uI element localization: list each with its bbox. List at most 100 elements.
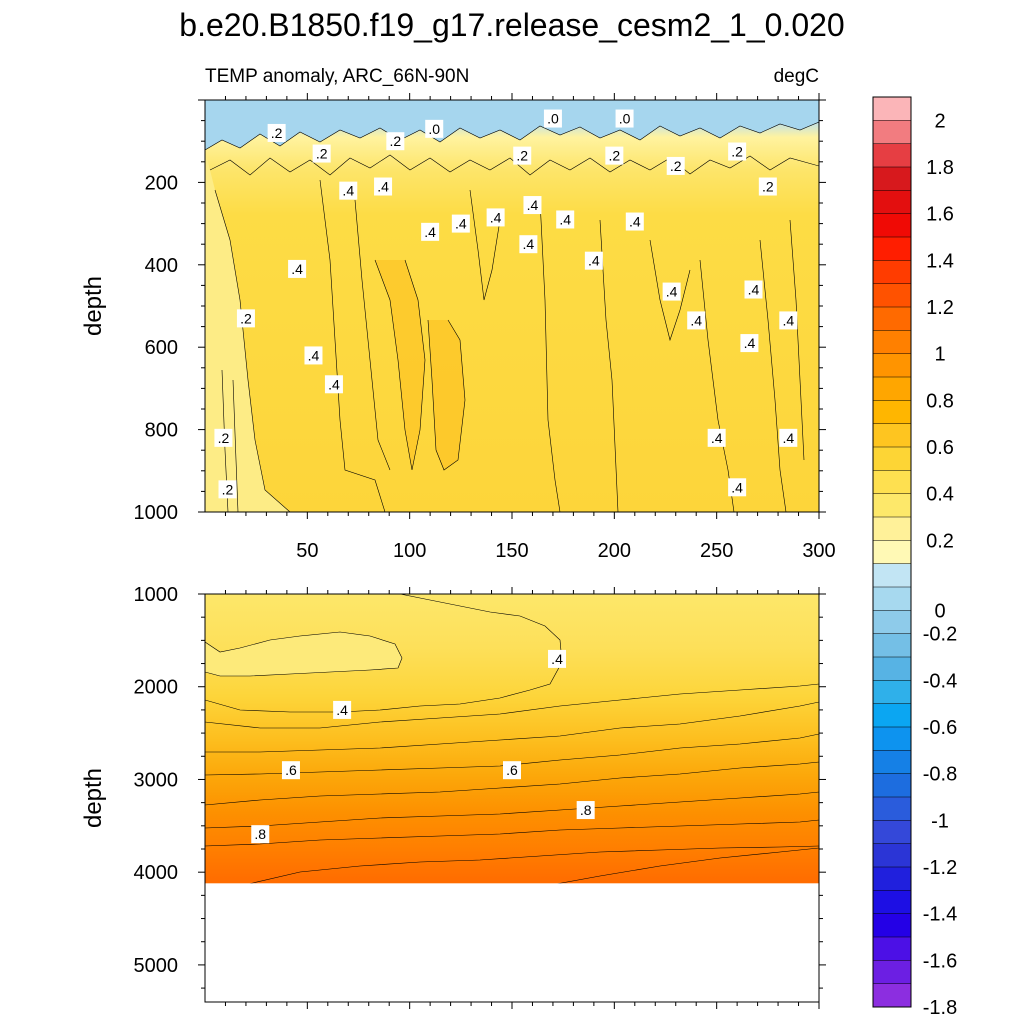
upper-contour-label: .4: [421, 222, 440, 241]
lower-y-tick-label: 4000: [134, 862, 179, 884]
colorbar-swatch: [873, 843, 911, 868]
upper-contour-label: .0: [425, 119, 444, 138]
colorbar-swatch: [873, 983, 911, 1008]
colorbar-label: 0.6: [926, 437, 954, 459]
lower-contour-label: .8: [576, 801, 595, 820]
upper-y-tick-label: 800: [145, 420, 178, 442]
upper-contour-label: .2: [386, 132, 405, 151]
colorbar-swatch: [873, 447, 911, 471]
colorbar-swatch: [873, 703, 911, 728]
svg-text:.4: .4: [336, 702, 348, 718]
upper-contour-label: .2: [236, 309, 255, 328]
colorbar-label: 1.2: [926, 297, 954, 319]
svg-text:.4: .4: [308, 347, 320, 363]
colorbar-swatch: [873, 540, 911, 564]
svg-text:.4: .4: [731, 479, 743, 495]
colorbar-frame: [872, 96, 912, 1008]
upper-contour-label: .2: [758, 177, 777, 196]
svg-text:.4: .4: [690, 312, 702, 328]
colorbar-label: 0: [934, 600, 945, 622]
lower-contour-label: .4: [333, 700, 352, 719]
svg-text:.4: .4: [490, 209, 502, 225]
svg-text:.4: .4: [782, 430, 794, 446]
upper-contour-label: .4: [625, 212, 644, 231]
lower-light-pocket: [205, 632, 402, 676]
svg-text:.2: .2: [762, 179, 774, 195]
colorbar-swatch: [873, 610, 911, 634]
svg-text:.2: .2: [516, 148, 528, 164]
upper-x-tick-label: 300: [802, 540, 835, 562]
upper-contour-label: .4: [707, 428, 726, 447]
colorbar-swatch: [873, 913, 911, 938]
svg-text:.2: .2: [731, 144, 743, 160]
chart-title: b.e20.B1850.f19_g17.release_cesm2_1_0.02…: [179, 7, 844, 43]
svg-text:.0: .0: [547, 111, 559, 127]
colorbar-swatch: [873, 143, 911, 168]
svg-text:.4: .4: [666, 284, 678, 300]
colorbar-swatch: [873, 423, 911, 448]
upper-contour-label: .4: [339, 181, 358, 200]
lower-no-data-area: [205, 883, 819, 1002]
colorbar-labels: 2 1.8 1.6 1.4 1.2 1 0.8 0.6 0.4 0.2 0-0.2 -0.4 -0.6 -…: [923, 110, 957, 1019]
upper-ticks: [198, 93, 826, 519]
svg-text:.2: .2: [240, 310, 252, 326]
lower-contours: [205, 594, 819, 886]
colorbar-swatch: [873, 657, 911, 681]
upper-x-tick-label: 100: [393, 540, 426, 562]
upper-y-tick-label: 1000: [134, 502, 179, 524]
upper-contour-label: .4: [728, 478, 747, 497]
svg-text:.4: .4: [588, 253, 600, 269]
upper-contour-label: .4: [779, 311, 798, 330]
colorbar-label: 0.4: [926, 484, 954, 506]
colorbar-swatch: [873, 190, 911, 214]
svg-text:.4: .4: [424, 224, 436, 240]
colorbar-swatch: [873, 167, 911, 191]
colorbar-swatch: [873, 307, 911, 331]
svg-text:.0: .0: [619, 111, 631, 127]
svg-text:.4: .4: [551, 651, 563, 667]
colorbar-swatch: [873, 563, 911, 588]
upper-contour-label: .4: [523, 196, 542, 215]
svg-text:.4: .4: [748, 282, 760, 298]
upper-contour-label: .4: [324, 375, 343, 394]
svg-text:.4: .4: [629, 214, 641, 230]
svg-text:.4: .4: [291, 261, 303, 277]
lower-y-tick-label: 2000: [134, 677, 179, 699]
upper-panel: TEMP anomaly, ARC_66N-90N degC: [80, 66, 836, 562]
svg-text:.2: .2: [389, 133, 401, 149]
svg-text:.2: .2: [670, 158, 682, 174]
colorbar-label: -1.2: [923, 857, 957, 879]
colorbar-label: -1.8: [923, 997, 957, 1019]
colorbar-swatch: [873, 97, 911, 121]
upper-contour-label: .4: [740, 334, 759, 353]
colorbar-swatch: [873, 493, 911, 518]
upper-cold-band: [205, 100, 819, 150]
lower-panel: 1000 2000 3000 4000 5000 .4 .4 .6 .6 .8 .8 depth: [80, 584, 826, 1009]
svg-text:.4: .4: [744, 335, 756, 351]
upper-subtitle-left: TEMP anomaly, ARC_66N-90N: [205, 66, 469, 87]
upper-contour-label: .4: [584, 251, 603, 270]
colorbar-swatch: [873, 330, 911, 354]
lower-y-axis-label: depth: [80, 768, 107, 828]
upper-contour-labels: .2 .2 .2 .0 .0 .0 .2 .2 .2 .2 .2 .4 .4 .4 .4 .4 .4 .4 .4 .4…: [214, 109, 798, 499]
svg-text:.4: .4: [455, 216, 467, 232]
upper-x-tick-label: 250: [700, 540, 733, 562]
colorbar-label: 0.2: [926, 530, 954, 552]
svg-text:.6: .6: [285, 762, 297, 778]
colorbar-swatch: [873, 260, 911, 284]
colorbar-swatch: [873, 237, 911, 261]
upper-contour-label: .4: [519, 235, 538, 254]
colorbar-swatch: [873, 937, 911, 961]
lower-contour-label: .6: [503, 761, 521, 780]
colorbar-label: -0.6: [923, 717, 957, 739]
upper-contour-label: .2: [513, 146, 532, 165]
upper-contour-label: .2: [218, 480, 237, 499]
colorbar-label: 1: [934, 344, 945, 366]
lower-contour-labels: .4 .4 .6 .6 .8 .8: [251, 649, 595, 844]
upper-warm-column-1: [375, 260, 425, 470]
upper-contours: [205, 121, 819, 512]
svg-text:.4: .4: [342, 183, 354, 199]
colorbar-swatch: [873, 960, 911, 984]
colorbar-label: 1.4: [926, 250, 954, 272]
